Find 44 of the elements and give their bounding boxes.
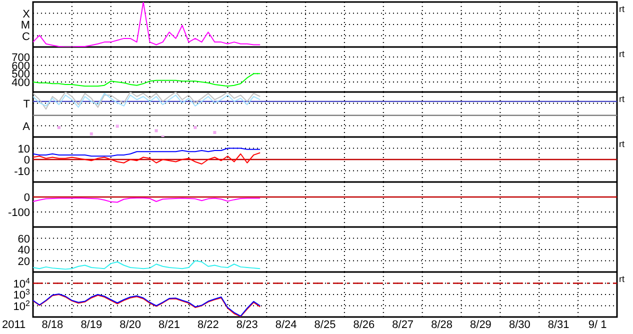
y-tick-label: 60 (18, 233, 30, 246)
y-tick-label: 40 (18, 244, 30, 256)
x-tick-label: 8/26 (353, 319, 375, 331)
point (213, 131, 216, 134)
x-tick-label: 8/20 (120, 319, 142, 331)
y-tick-label: 20 (18, 256, 30, 268)
y-tick-label: 0 (24, 154, 30, 166)
text: X (22, 8, 31, 20)
x-tick-label: 9/ 1 (588, 319, 607, 331)
y-tick-label: 0 (24, 192, 30, 204)
line-series (33, 260, 261, 270)
x-tick-label: 8/22 (197, 319, 219, 331)
x-tick-label: 8/28 (431, 319, 453, 331)
y-tick-label: -100 (8, 207, 30, 219)
text: M (20, 20, 30, 32)
point (57, 126, 60, 130)
x-tick-label: 8/30 (508, 319, 530, 331)
text: rt (619, 139, 624, 149)
text: rt (619, 49, 624, 59)
text: rt (619, 274, 624, 284)
x-tick-label: 8/21 (158, 319, 180, 331)
x-tick-label: 8/19 (80, 319, 102, 331)
line-series (33, 152, 261, 164)
point (90, 132, 93, 136)
point (116, 124, 119, 128)
point (154, 129, 158, 132)
x-tick-label: 8/18 (42, 319, 64, 331)
x-tick-label: 8/27 (392, 319, 414, 331)
x-tick-label: 8/24 (275, 319, 297, 331)
text: rt (619, 94, 624, 104)
text: rt (619, 4, 624, 14)
y-tick-label: -10 (14, 166, 30, 178)
text: A (22, 120, 31, 133)
x-axis-title: 2011 (2, 319, 26, 332)
point (194, 126, 197, 130)
x-tick-label: 8/31 (548, 319, 570, 331)
text: C (22, 30, 30, 43)
line-series (33, 73, 261, 87)
text: T (23, 98, 30, 110)
x-tick-label: 8/29 (470, 319, 492, 331)
y-tick-label: 10 (18, 143, 30, 156)
x-tick-label: 8/23 (236, 319, 258, 331)
x-tick-label: 8/25 (314, 319, 336, 331)
line-series (33, 148, 261, 157)
